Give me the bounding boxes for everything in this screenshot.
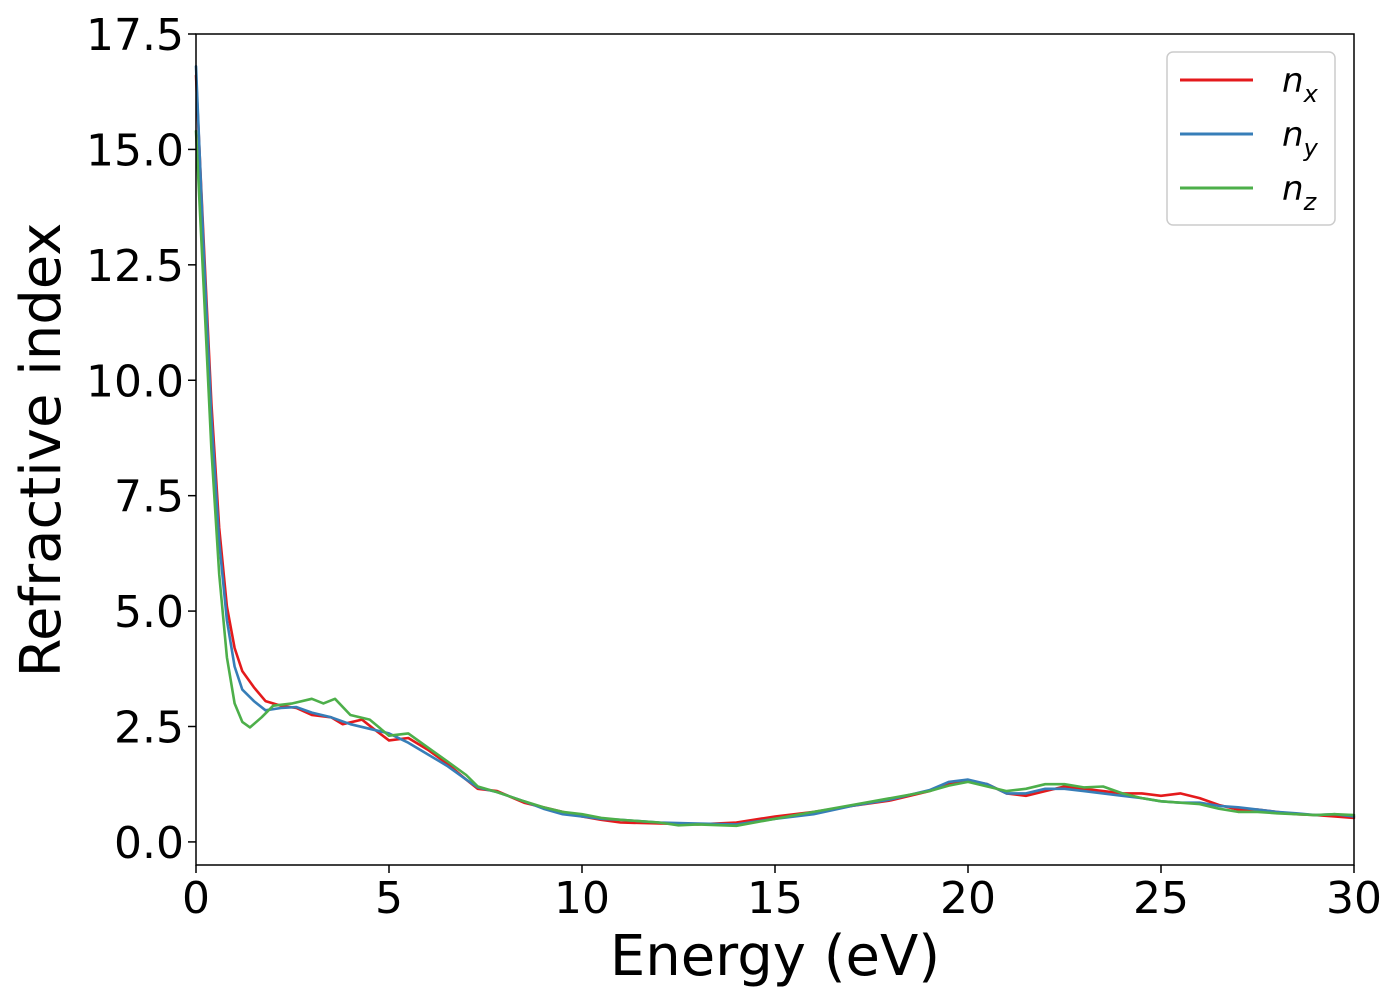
legend-label-subscript: z	[1303, 188, 1318, 216]
x-axis-ticks: 0 5 10 15 20 25 30	[182, 865, 1382, 924]
y-tick-label: 17.5	[86, 10, 184, 61]
series-line-z	[194, 129, 1356, 828]
y-tick-label: 5.0	[114, 587, 184, 638]
x-tick-label: 5	[375, 873, 403, 924]
x-tick-label: 30	[1326, 873, 1382, 924]
x-tick-label: 10	[554, 873, 610, 924]
plot-area	[196, 34, 1354, 865]
legend-label-base: n	[1282, 115, 1304, 155]
y-axis-ticks: 0.0 2.5 5.0 7.5 10.0 12.5 15.0 17.5	[86, 10, 196, 869]
legend-label-subscript: y	[1303, 134, 1319, 162]
legend-item-x: nx	[1180, 61, 1319, 108]
legend-label: ny	[1282, 115, 1319, 162]
legend-label: nz	[1282, 169, 1318, 216]
y-tick-label: 15.0	[86, 125, 184, 176]
legend-label-base: n	[1282, 61, 1304, 101]
series-layer	[194, 65, 1356, 828]
y-tick-label: 2.5	[114, 703, 184, 754]
y-axis-title: Refractive index	[9, 223, 74, 678]
legend-item-z: nz	[1180, 169, 1318, 216]
x-tick-label: 15	[747, 873, 803, 924]
legend-box	[1166, 51, 1336, 226]
x-tick-label: 0	[182, 873, 210, 924]
y-tick-label: 10.0	[86, 356, 184, 407]
legend-item-y: ny	[1180, 115, 1319, 162]
y-tick-label: 0.0	[114, 818, 184, 869]
x-tick-label: 20	[940, 873, 996, 924]
legend-label-base: n	[1282, 169, 1304, 209]
x-tick-label: 25	[1133, 873, 1189, 924]
y-tick-label: 12.5	[86, 241, 184, 292]
y-tick-label: 7.5	[114, 472, 184, 523]
x-axis-title: Energy (eV)	[610, 924, 940, 989]
legend-label: nx	[1282, 61, 1319, 108]
legend-label-subscript: x	[1303, 80, 1319, 108]
